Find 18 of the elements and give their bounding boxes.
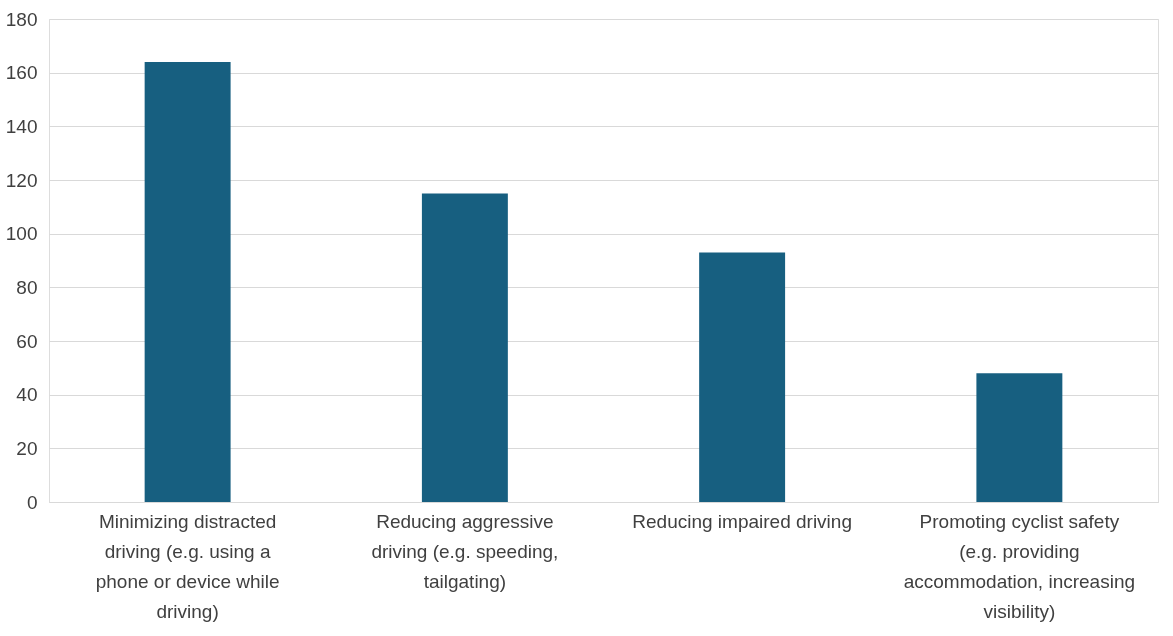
bar — [144, 61, 231, 502]
y-tick-label: 160 — [5, 62, 38, 84]
y-tick-label: 100 — [5, 223, 38, 245]
x-tick-label: Promoting cyclist safety (e.g. providing accommodation, increasing visibility) — [903, 510, 1136, 622]
x-tick-label: Minimizing distracted driving (e.g. using a phone or device while driving) — [95, 510, 280, 622]
bar — [421, 193, 508, 502]
y-tick-label: 60 — [16, 330, 38, 352]
y-tick-label: 120 — [5, 169, 38, 191]
x-tick-label: Reducing impaired driving — [632, 510, 852, 532]
y-tick-label: 20 — [16, 437, 38, 459]
y-tick-label: 0 — [26, 491, 38, 513]
y-tick-label: 180 — [5, 8, 38, 30]
y-tick-label: 140 — [5, 115, 38, 137]
bar — [699, 252, 786, 502]
bar — [976, 373, 1063, 502]
x-tick-label: Reducing aggressive driving (e.g. speeding, tailgating) — [371, 510, 559, 592]
y-tick-label: 80 — [16, 276, 38, 298]
y-tick-label: 40 — [16, 384, 38, 406]
